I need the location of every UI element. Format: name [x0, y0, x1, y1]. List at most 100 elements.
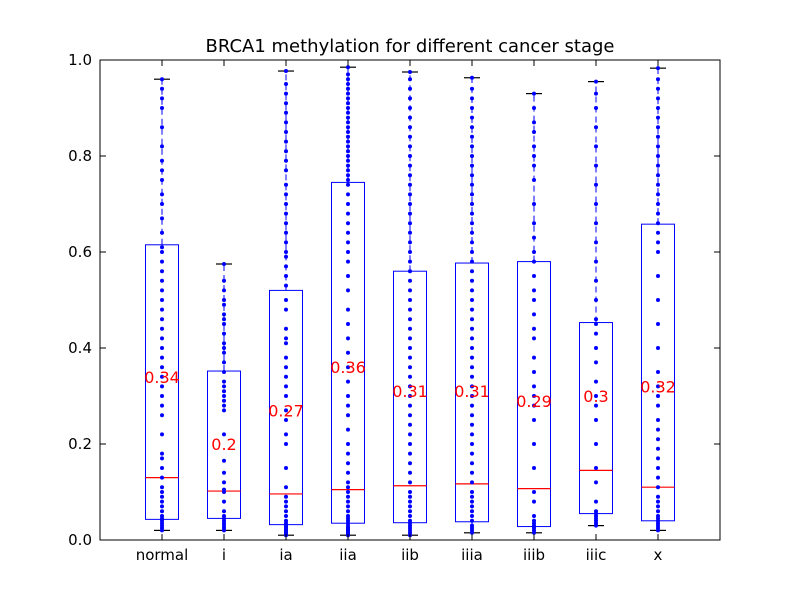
data-point	[532, 250, 536, 254]
data-point	[408, 461, 412, 466]
mean-label: 0.2	[211, 435, 236, 454]
box-iib: 0.31	[392, 70, 428, 538]
data-point	[284, 307, 288, 312]
data-point	[470, 154, 474, 158]
data-point	[346, 336, 350, 341]
data-point	[160, 245, 164, 250]
data-point	[222, 360, 226, 365]
data-point	[408, 154, 412, 158]
data-point	[160, 394, 164, 398]
data-point	[532, 274, 536, 278]
data-point	[222, 317, 226, 322]
data-point	[160, 96, 164, 101]
data-point	[408, 163, 412, 168]
data-point	[656, 437, 660, 442]
data-point	[408, 403, 412, 408]
data-point	[470, 403, 474, 408]
data-point	[284, 518, 288, 523]
data-point	[470, 480, 474, 485]
data-point	[160, 346, 164, 350]
data-point	[594, 79, 598, 84]
mean-label: 0.27	[268, 401, 304, 420]
box-normal: 0.34	[144, 77, 180, 533]
data-point	[656, 384, 660, 389]
data-point	[532, 298, 536, 302]
data-point	[408, 211, 412, 216]
data-point	[594, 499, 598, 504]
data-point	[346, 96, 350, 101]
plot-area: 0.34 0.2 0.27 0.36 0.31 0.31 0.29 0.3 0.32	[144, 65, 676, 538]
data-point	[594, 394, 598, 398]
data-point	[222, 262, 226, 266]
data-point	[408, 288, 412, 293]
data-point	[470, 490, 474, 494]
data-point	[656, 346, 660, 350]
data-point	[346, 230, 350, 235]
data-point	[594, 259, 598, 264]
data-point	[470, 523, 474, 528]
data-point	[532, 518, 536, 523]
data-point	[656, 250, 660, 254]
data-point	[160, 202, 164, 206]
data-point	[222, 384, 226, 389]
y-tick-label: 0.4	[68, 339, 92, 357]
data-point	[160, 269, 164, 274]
data-point	[346, 211, 350, 216]
data-point	[656, 163, 660, 168]
data-point	[408, 298, 412, 302]
data-point	[408, 70, 412, 74]
data-point	[594, 317, 598, 322]
data-point	[160, 374, 164, 379]
data-point	[470, 211, 474, 216]
data-point	[470, 413, 474, 418]
data-point	[656, 230, 660, 235]
data-point	[408, 144, 412, 149]
data-point	[594, 346, 598, 350]
data-point	[408, 250, 412, 254]
data-point	[160, 192, 164, 197]
data-point	[160, 86, 164, 91]
data-point	[532, 355, 536, 360]
data-point	[346, 106, 350, 110]
data-point	[346, 115, 350, 120]
data-point	[532, 312, 536, 317]
data-point	[346, 514, 350, 518]
data-point	[470, 365, 474, 370]
data-point	[346, 173, 350, 178]
data-point	[470, 461, 474, 466]
box-x: 0.32	[640, 66, 676, 533]
data-point	[656, 475, 660, 480]
data-point	[470, 509, 474, 514]
data-point	[656, 499, 660, 504]
data-point	[532, 466, 536, 470]
data-point	[222, 394, 226, 398]
data-point	[656, 504, 660, 509]
data-point	[346, 413, 350, 418]
data-point	[346, 494, 350, 499]
data-point	[346, 139, 350, 144]
data-point	[408, 374, 412, 379]
data-point	[532, 154, 536, 158]
data-point	[284, 418, 288, 422]
data-point	[346, 451, 350, 456]
data-point	[284, 274, 288, 278]
data-point	[532, 394, 536, 398]
box-iiib: 0.29	[516, 91, 552, 535]
data-point	[346, 394, 350, 398]
data-point	[284, 130, 288, 134]
data-point	[594, 125, 598, 130]
data-point	[470, 374, 474, 379]
data-point	[594, 202, 598, 206]
data-point	[222, 432, 226, 437]
data-point	[284, 221, 288, 226]
data-point	[160, 499, 164, 504]
data-point	[408, 269, 412, 274]
data-point	[284, 298, 288, 302]
data-point	[656, 134, 660, 139]
plot-frame	[99, 59, 721, 541]
y-tick-label: 0.0	[68, 531, 92, 549]
data-point	[656, 240, 660, 245]
data-point	[284, 240, 288, 245]
data-point	[470, 250, 474, 254]
data-point	[532, 235, 536, 240]
